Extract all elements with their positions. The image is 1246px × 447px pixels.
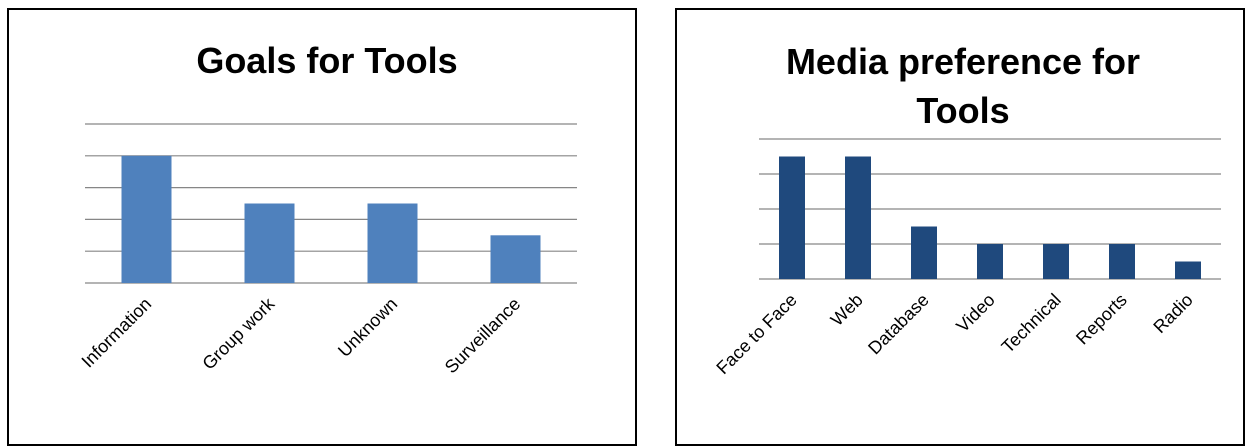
x-tick-label: Video — [952, 290, 998, 336]
x-tick-label: Face to Face — [712, 290, 800, 378]
bar — [1109, 244, 1135, 279]
x-tick-label: Information — [78, 294, 156, 372]
bar — [1043, 244, 1069, 279]
chart-goals-for-tools: Goals for Tools Information Group work Unk… — [7, 8, 637, 446]
x-tick-label: Web — [827, 290, 867, 330]
x-tick-label: Group work — [198, 293, 279, 374]
chart-media-preference: Media preference for Tools Face to Face W… — [675, 8, 1245, 446]
bar — [911, 226, 937, 279]
bar — [490, 235, 541, 283]
bar — [367, 203, 418, 283]
media-chart-svg: Media preference for Tools Face to Face W… — [712, 41, 1221, 378]
chart-title-line-2: Tools — [916, 90, 1009, 131]
goals-chart-svg: Goals for Tools Information Group work Unk… — [78, 40, 577, 377]
x-tick-label: Unknown — [334, 294, 401, 361]
chart-title-line-1: Media preference for — [786, 41, 1140, 82]
chart-title: Goals for Tools — [196, 40, 457, 81]
x-tick-label: Surveillance — [441, 294, 524, 377]
bar — [1175, 261, 1201, 279]
bar — [121, 155, 172, 283]
x-tick-label: Technical — [998, 290, 1065, 357]
x-tick-label: Reports — [1072, 290, 1131, 349]
bar — [779, 156, 805, 279]
bar — [845, 156, 871, 279]
x-tick-label: Database — [864, 290, 933, 359]
x-tick-label: Radio — [1149, 290, 1196, 337]
bar — [244, 203, 295, 283]
bar — [977, 244, 1003, 279]
